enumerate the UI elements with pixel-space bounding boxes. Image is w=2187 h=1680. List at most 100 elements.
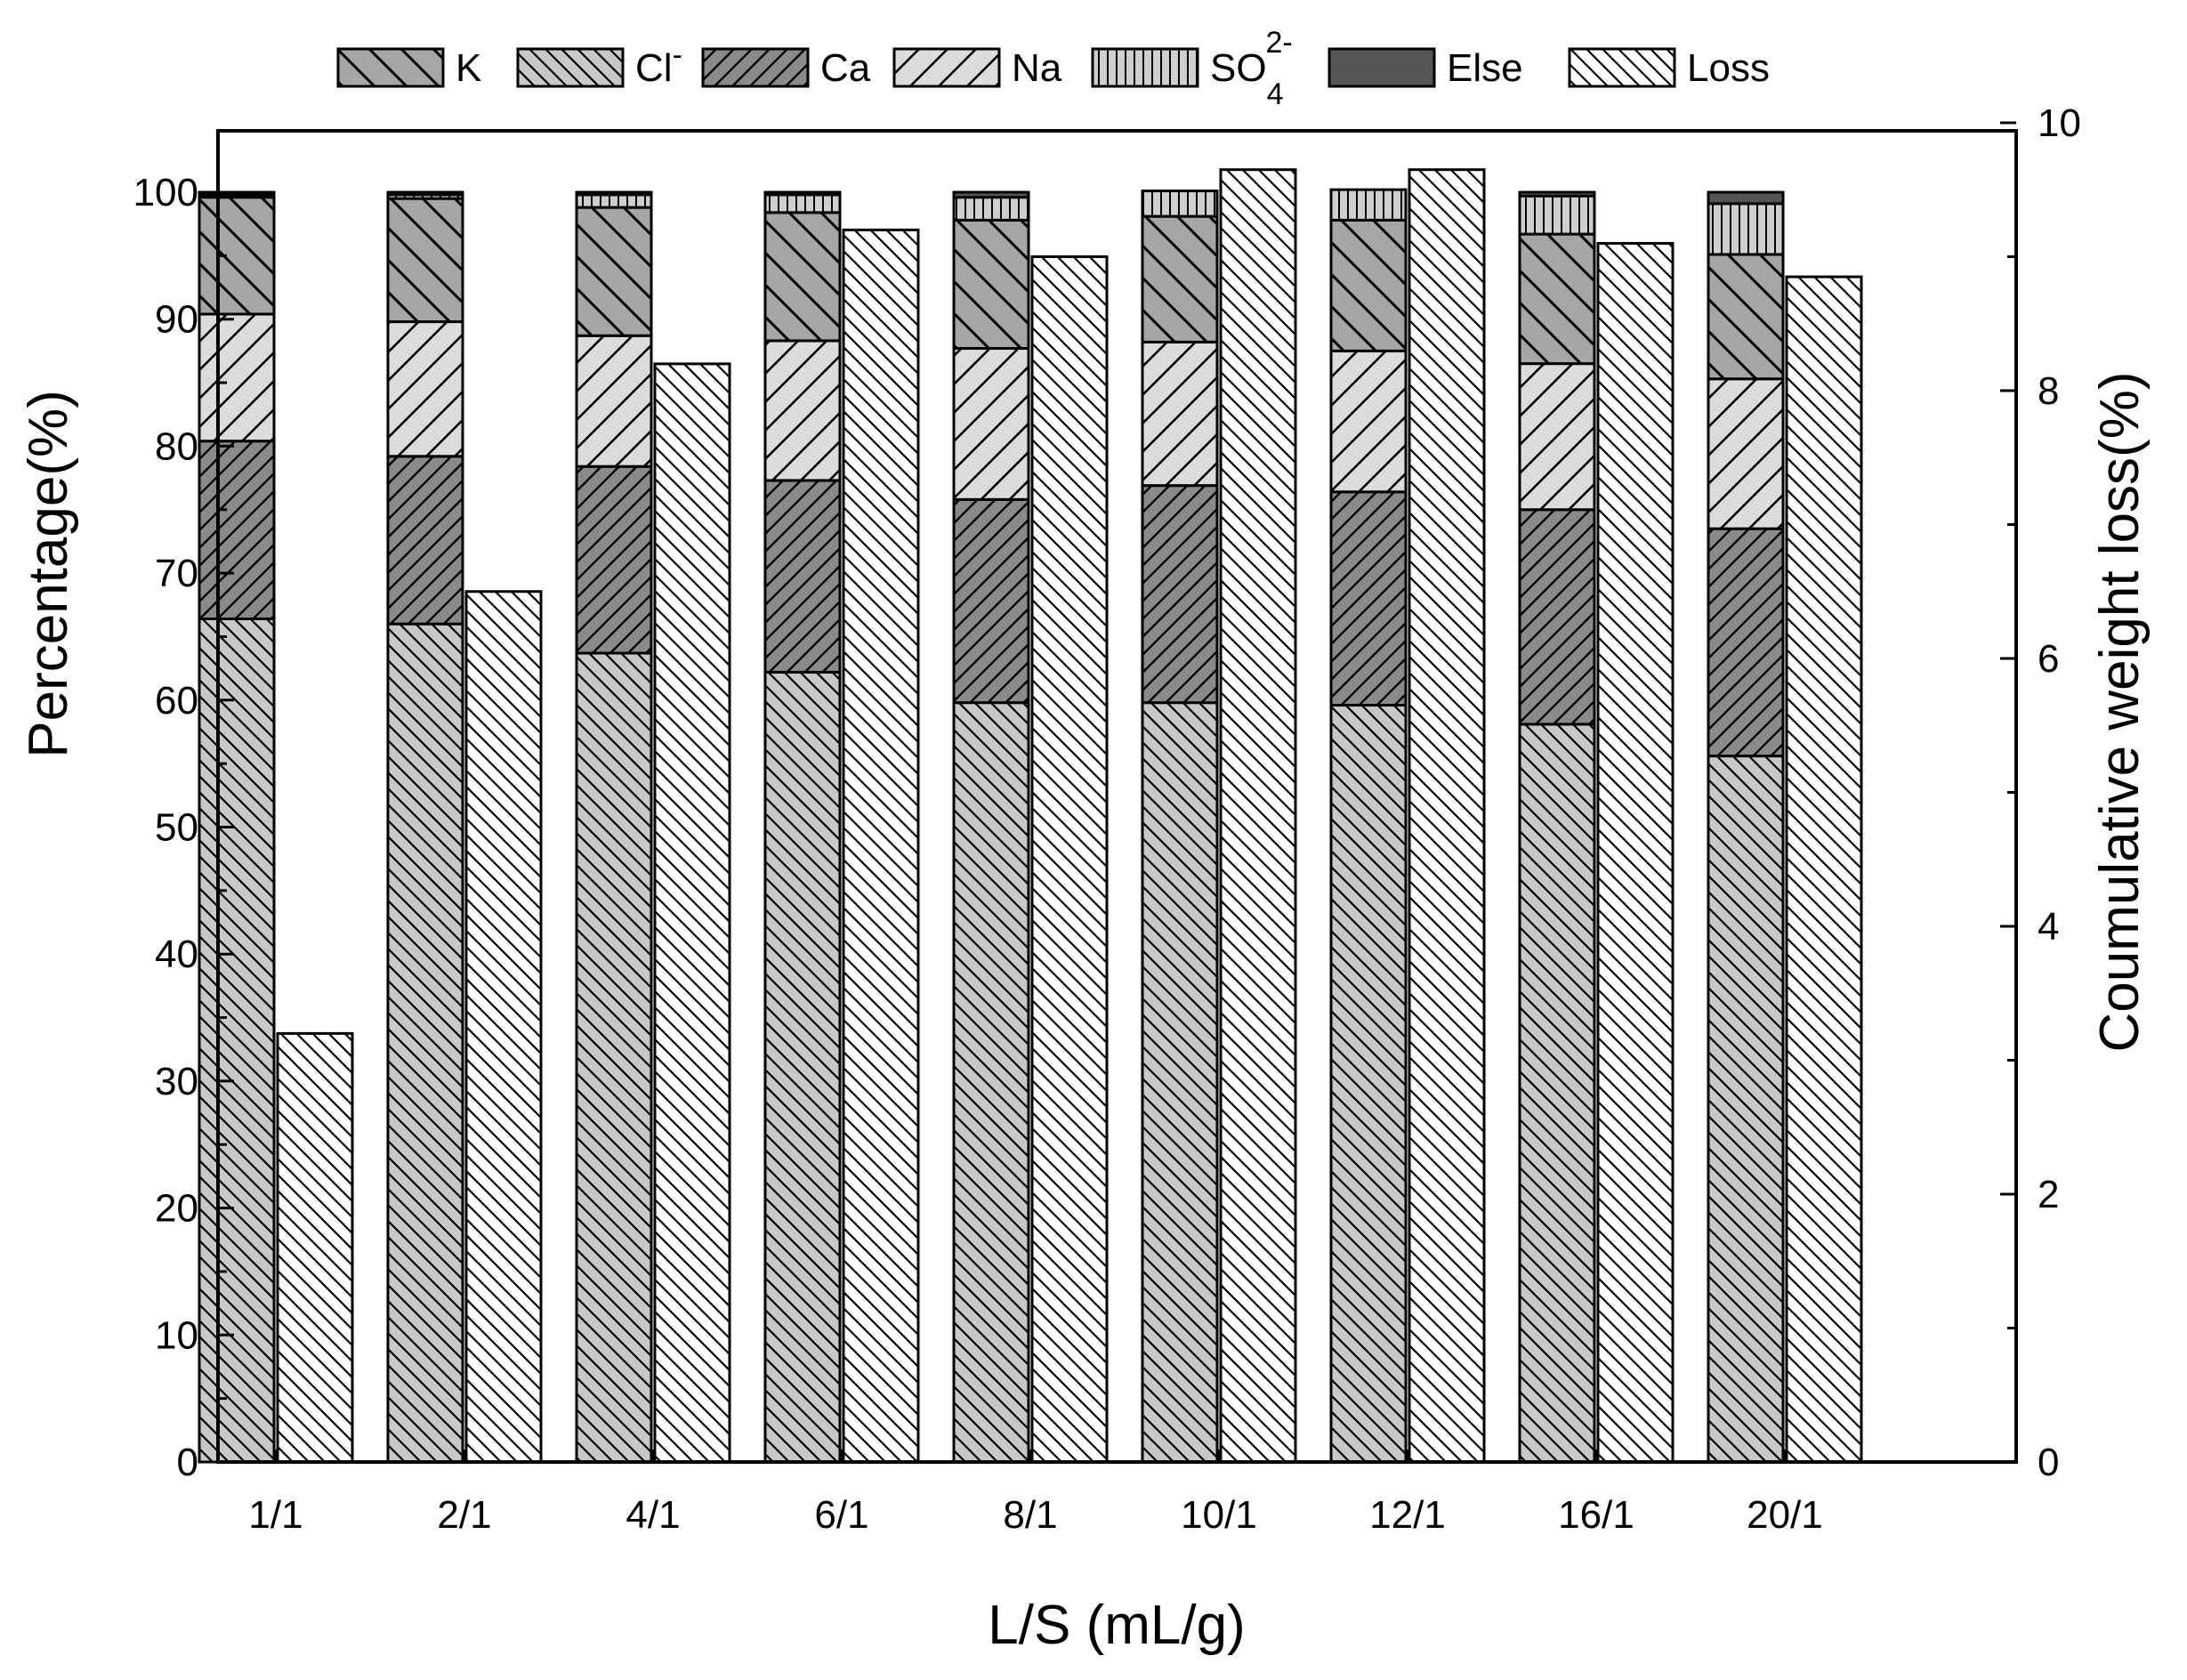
legend-swatch-else — [1328, 47, 1436, 88]
left-tick-label: 30 — [155, 1060, 198, 1103]
bar-loss-8-1 — [1030, 255, 1109, 1464]
bar-so4-10-1 — [1141, 190, 1219, 218]
bar-else-2-1 — [386, 190, 464, 197]
bar-so4-12-1 — [1329, 188, 1408, 222]
bar-na-1-1 — [198, 312, 276, 443]
bar-so4-6-1 — [763, 193, 842, 214]
bar-loss-1-1 — [276, 1031, 354, 1464]
legend-label-ca: Ca — [820, 46, 871, 90]
bar-cl-8-1 — [952, 701, 1030, 1464]
legend-swatch-ca — [701, 47, 810, 88]
bar-na-2-1 — [386, 320, 464, 458]
bar-ca-12-1 — [1329, 490, 1408, 707]
x-tick-label: 12/1 — [1369, 1493, 1446, 1537]
bar-cl-1-1 — [198, 617, 276, 1464]
bar-na-4-1 — [575, 334, 653, 468]
bar-ca-1-1 — [198, 440, 276, 620]
legend-label-so4: SO42- — [1210, 26, 1293, 111]
bar-so4-8-1 — [952, 196, 1030, 222]
legend-label-else: Else — [1447, 46, 1523, 90]
x-tick-label: 10/1 — [1181, 1493, 1257, 1537]
x-tick-label: 4/1 — [625, 1493, 680, 1537]
left-tick-label: 20 — [155, 1187, 198, 1231]
bar-na-6-1 — [763, 339, 842, 482]
bar-cl-20-1 — [1707, 755, 1785, 1464]
left-tick-label: 40 — [155, 933, 198, 976]
right-y-axis-title: Coumulative weight loss(%) — [2089, 372, 2151, 1053]
bar-loss-4-1 — [653, 362, 731, 1464]
bar-loss-16-1 — [1596, 241, 1675, 1464]
bar-k-12-1 — [1329, 218, 1408, 352]
bar-loss-2-1 — [464, 590, 543, 1464]
bar-so4-4-1 — [575, 193, 653, 209]
bar-k-6-1 — [763, 211, 842, 343]
right-tick-label: 6 — [2038, 637, 2059, 681]
right-y-axis: 0 2 4 6 8 10 — [2000, 101, 2081, 1484]
right-tick-label: 0 — [2038, 1441, 2059, 1484]
left-tick-label: 60 — [155, 679, 198, 723]
left-tick-label: 70 — [155, 552, 198, 595]
bar-loss-12-1 — [1408, 168, 1486, 1464]
bar-ca-8-1 — [952, 497, 1030, 705]
left-tick-label: 10 — [155, 1313, 198, 1357]
bar-loss-6-1 — [842, 228, 920, 1464]
x-tick-label: 6/1 — [814, 1493, 868, 1537]
bar-k-1-1 — [198, 196, 276, 316]
legend-label-cl: Cl- — [635, 38, 682, 90]
x-tick-label: 16/1 — [1558, 1493, 1634, 1537]
bar-k-10-1 — [1141, 214, 1219, 343]
bar-else-20-1 — [1707, 190, 1785, 206]
left-tick-label: 100 — [133, 171, 198, 214]
legend: K Cl- Ca Na SO42- Else Loss — [336, 26, 1770, 111]
bar-k-4-1 — [575, 206, 653, 337]
bars-layer — [198, 168, 1863, 1464]
legend-swatch-k — [336, 47, 445, 88]
plot-frame — [216, 129, 2018, 1464]
bar-ca-2-1 — [386, 455, 464, 626]
bar-cl-4-1 — [575, 651, 653, 1464]
x-axis: 1/1 2/1 4/1 6/1 8/1 10/1 12/1 16/1 20/1 — [248, 1450, 1823, 1537]
bar-k-20-1 — [1707, 253, 1785, 381]
bar-loss-20-1 — [1785, 275, 1863, 1464]
bar-loss-10-1 — [1219, 168, 1297, 1464]
legend-swatch-na — [892, 47, 1001, 88]
right-tick-label: 2 — [2038, 1173, 2059, 1216]
x-tick-label: 20/1 — [1747, 1493, 1823, 1537]
bar-else-8-1 — [952, 190, 1030, 199]
bar-k-8-1 — [952, 218, 1030, 351]
bar-na-20-1 — [1707, 377, 1785, 530]
bar-else-16-1 — [1518, 190, 1596, 198]
left-tick-label: 0 — [177, 1441, 198, 1484]
left-tick-label: 50 — [155, 806, 198, 850]
bar-ca-6-1 — [763, 479, 842, 674]
bar-na-10-1 — [1141, 340, 1219, 488]
y-axis-title: Percentage(%) — [18, 390, 79, 758]
right-tick-label: 10 — [2038, 101, 2081, 145]
bar-na-16-1 — [1518, 362, 1596, 512]
legend-swatch-so4 — [1091, 47, 1199, 88]
x-axis-title: L/S (mL/g) — [988, 1595, 1245, 1656]
bar-cl-10-1 — [1141, 701, 1219, 1464]
bar-cl-12-1 — [1329, 704, 1408, 1464]
x-tick-label: 1/1 — [248, 1493, 303, 1537]
bar-k-2-1 — [386, 197, 464, 324]
bar-else-6-1 — [763, 190, 842, 197]
bar-na-12-1 — [1329, 349, 1408, 494]
legend-label-loss: Loss — [1687, 46, 1770, 90]
bar-ca-20-1 — [1707, 527, 1785, 758]
legend-label-k: K — [456, 46, 481, 90]
right-tick-label: 8 — [2038, 369, 2059, 413]
bar-k-16-1 — [1518, 232, 1596, 366]
left-tick-label: 90 — [155, 298, 198, 342]
bar-else-1-1 — [198, 190, 276, 197]
legend-swatch-loss — [1568, 47, 1676, 88]
bar-ca-10-1 — [1141, 484, 1219, 705]
bar-ca-16-1 — [1518, 508, 1596, 726]
bar-ca-4-1 — [575, 464, 653, 655]
bar-else-4-1 — [575, 190, 653, 197]
x-tick-label: 8/1 — [1003, 1493, 1057, 1537]
legend-label-na: Na — [1012, 46, 1062, 90]
bar-so4-20-1 — [1707, 202, 1785, 256]
